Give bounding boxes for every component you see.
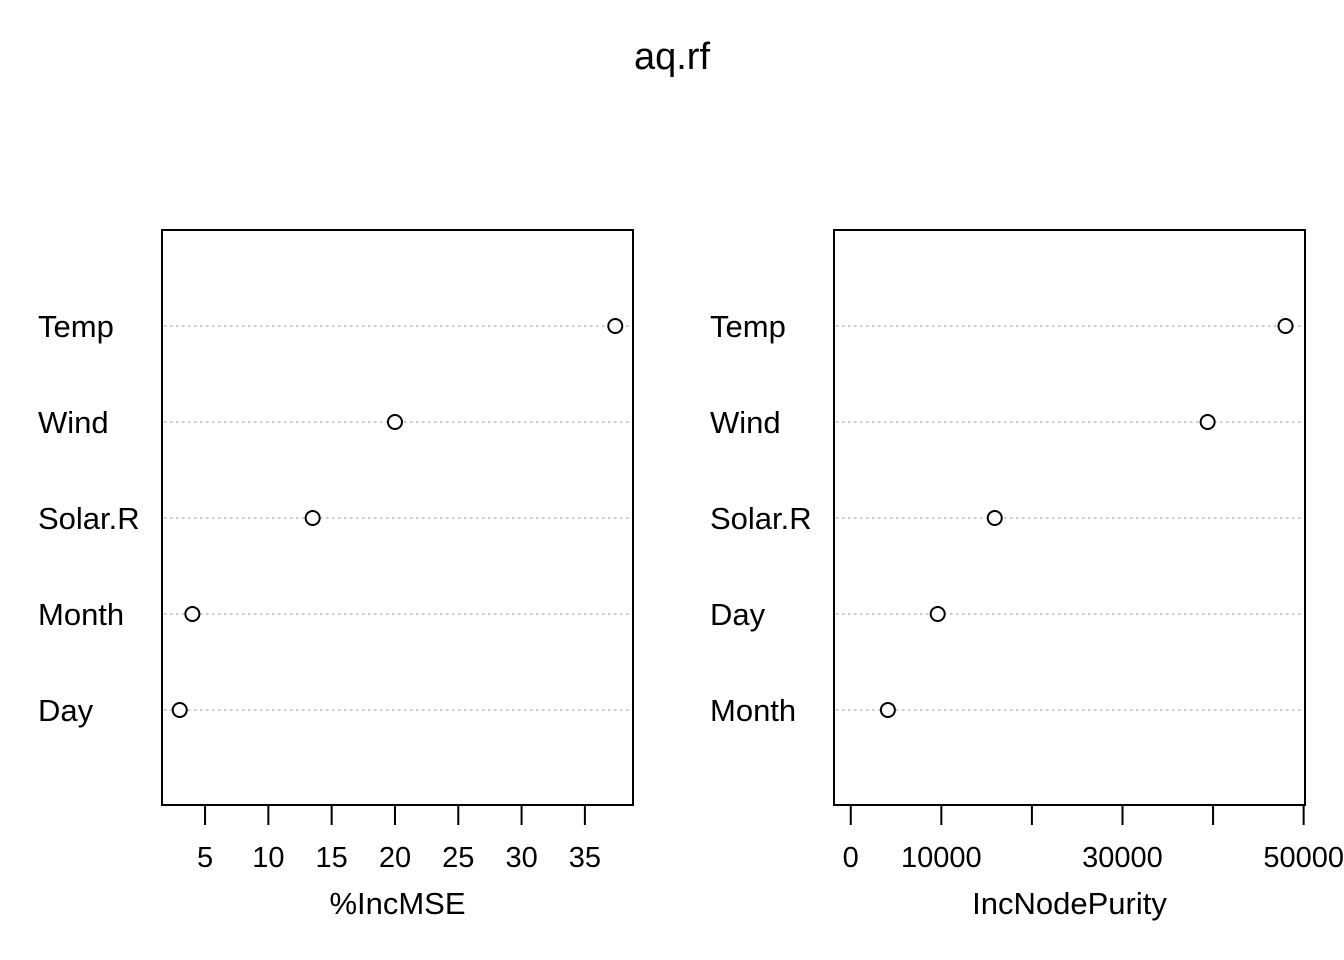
category-label: Month — [38, 597, 124, 632]
x-tick-label: 50000 — [1263, 842, 1344, 874]
data-point — [171, 702, 188, 718]
x-tick-label: 10 — [252, 842, 284, 874]
category-label: Temp — [710, 309, 786, 344]
category-label: Wind — [38, 405, 109, 440]
data-point — [879, 702, 896, 718]
category-label: Month — [710, 693, 796, 728]
x-tick-label: 30000 — [1082, 842, 1163, 874]
panel-2: Temp Wind Solar.R Day Month 0 10000 30000 50000 I… — [710, 229, 1344, 921]
data-point — [184, 606, 201, 622]
panels: Temp Wind Solar.R Month Day 5 10 15 20 25 30 35 %Inc… — [38, 229, 1344, 921]
x-tick-label: 0 — [843, 842, 859, 874]
data-point — [607, 318, 624, 334]
category-label: Day — [38, 693, 94, 728]
data-point — [986, 510, 1003, 526]
data-point — [304, 510, 321, 526]
category-label: Solar.R — [710, 501, 812, 536]
category-label: Solar.R — [38, 501, 140, 536]
data-point — [386, 414, 403, 430]
x-axis-label: IncNodePurity — [972, 886, 1167, 921]
x-tick-label: 15 — [316, 842, 348, 874]
panel-1: Temp Wind Solar.R Month Day 5 10 15 20 25 30 35 %Inc… — [38, 229, 634, 921]
data-point — [929, 606, 946, 622]
data-point — [1199, 414, 1216, 430]
x-tick-label: 10000 — [901, 842, 982, 874]
x-tick-label: 35 — [569, 842, 601, 874]
chart-title: aq.rf — [634, 36, 710, 78]
category-label: Temp — [38, 309, 114, 344]
x-tick-label: 30 — [505, 842, 537, 874]
category-label: Wind — [710, 405, 781, 440]
x-tick-label: 5 — [197, 842, 213, 874]
data-point — [1277, 318, 1294, 334]
x-tick-label: 25 — [442, 842, 474, 874]
x-tick-label: 20 — [379, 842, 411, 874]
category-label: Day — [710, 597, 766, 632]
x-axis-label: %IncMSE — [329, 886, 465, 921]
